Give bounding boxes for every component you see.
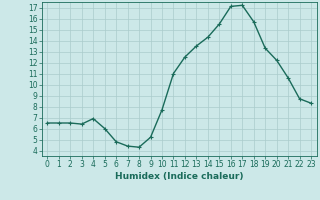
X-axis label: Humidex (Indice chaleur): Humidex (Indice chaleur) [115,172,244,181]
